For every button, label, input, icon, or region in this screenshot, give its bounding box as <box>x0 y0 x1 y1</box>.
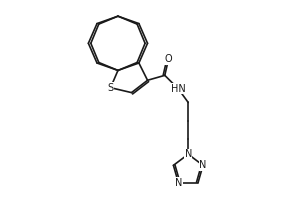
Text: N: N <box>184 149 192 159</box>
Text: O: O <box>165 54 172 64</box>
Text: N: N <box>199 160 207 170</box>
Text: N: N <box>175 178 182 188</box>
Text: S: S <box>107 83 114 93</box>
Text: HN: HN <box>171 84 186 94</box>
